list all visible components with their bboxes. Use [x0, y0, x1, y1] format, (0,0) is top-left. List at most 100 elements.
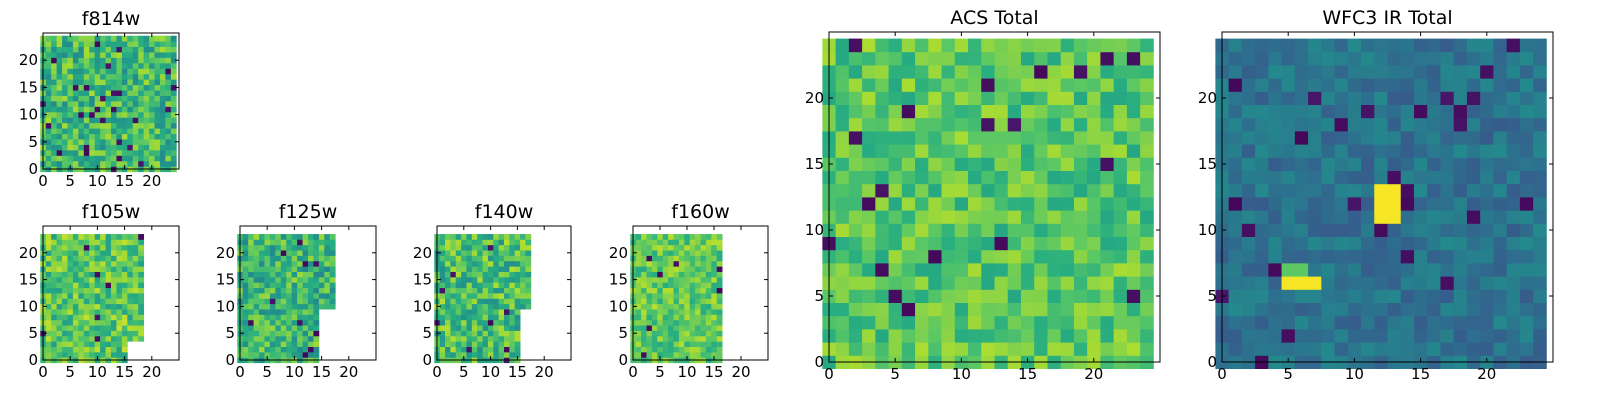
heatmap-cell	[1020, 131, 1035, 145]
heatmap-cell	[509, 319, 516, 326]
heatmap-cell	[1140, 197, 1154, 211]
heatmap-cell	[138, 57, 145, 64]
heatmap-cell	[83, 319, 90, 326]
heatmap-cell	[1113, 210, 1128, 224]
heatmap-cell	[121, 287, 128, 294]
heatmap-cell	[695, 303, 701, 310]
heatmap-cell	[264, 266, 271, 272]
heatmap-cell	[143, 90, 150, 96]
heatmap-cell	[941, 117, 956, 132]
heatmap-cell	[994, 104, 1009, 119]
heatmap-cell	[514, 271, 521, 278]
heatmap-cell	[1268, 117, 1282, 132]
heatmap-cell	[1140, 144, 1154, 158]
heatmap-cell	[264, 239, 271, 246]
heatmap-cell	[1126, 131, 1141, 145]
heatmap-cell	[445, 234, 451, 240]
heatmap-cell	[154, 57, 161, 64]
heatmap-cell	[716, 244, 723, 251]
heatmap-cell	[51, 149, 57, 156]
heatmap-cell	[1047, 38, 1062, 53]
heatmap-cell	[689, 351, 696, 358]
heatmap-cell	[242, 271, 249, 278]
heatmap-cell	[67, 73, 74, 80]
heatmap-cell	[1126, 38, 1141, 53]
heatmap-cell	[941, 104, 956, 119]
heatmap-cell	[302, 282, 309, 289]
heatmap-cell	[1308, 157, 1322, 171]
heatmap-cell	[308, 314, 314, 321]
heatmap-cell	[1361, 104, 1375, 119]
heatmap-cell	[45, 319, 52, 326]
heatmap-cell	[264, 298, 271, 305]
heatmap-cell	[67, 341, 74, 347]
heatmap-cell	[1241, 342, 1256, 356]
heatmap-cell	[1413, 315, 1428, 330]
heatmap-cell	[1140, 65, 1154, 79]
heatmap-cell	[1140, 131, 1154, 145]
heatmap-cell	[297, 266, 303, 272]
heatmap-cell	[641, 314, 647, 321]
heatmap-cell	[329, 298, 336, 305]
heatmap-cell	[520, 244, 526, 251]
heatmap-cell	[100, 351, 106, 358]
heatmap-cell	[928, 104, 942, 119]
heatmap-cell	[45, 239, 52, 246]
heatmap-cell	[286, 325, 293, 331]
heatmap-cell	[111, 101, 117, 107]
heatmap-cell	[51, 73, 57, 80]
heatmap-cell	[121, 293, 128, 299]
heatmap-cell	[1034, 78, 1048, 92]
heatmap-cell	[1281, 210, 1296, 224]
heatmap-cell	[716, 282, 723, 289]
heatmap-cell	[835, 342, 850, 356]
heatmap-cell	[269, 330, 276, 337]
heatmap-cell	[72, 41, 79, 47]
heatmap-cell	[297, 351, 303, 358]
heatmap-cell	[1480, 170, 1494, 185]
heatmap-cell	[1308, 38, 1322, 53]
heatmap-cell	[716, 239, 723, 246]
heatmap-cell	[1347, 78, 1362, 92]
heatmap-cell	[1241, 197, 1256, 211]
heatmap-cell	[318, 287, 325, 294]
heatmap-cell	[264, 335, 271, 342]
heatmap-cell	[121, 319, 128, 326]
heatmap-cell	[72, 139, 79, 145]
heatmap-cell	[1073, 78, 1088, 92]
heatmap-cell	[83, 335, 90, 342]
heatmap-cell	[1480, 329, 1494, 343]
heatmap-cell	[1268, 91, 1282, 105]
heatmap-cell	[466, 330, 473, 337]
heatmap-cell	[248, 314, 254, 321]
heatmap-cell	[1453, 117, 1468, 132]
heatmap-cell	[291, 276, 298, 283]
heatmap-cell	[1034, 104, 1048, 119]
heatmap-cell	[1361, 249, 1375, 264]
heatmap-cell	[132, 73, 139, 80]
heatmap-cell	[1241, 170, 1256, 185]
heatmap-cell	[1020, 78, 1035, 92]
heatmap-cell	[127, 84, 134, 91]
heatmap-cell	[62, 276, 68, 283]
heatmap-cell	[504, 325, 510, 331]
heatmap-cell	[439, 303, 446, 310]
heatmap-cell	[968, 157, 982, 171]
heatmap-cell	[264, 260, 271, 267]
heatmap-cell	[111, 122, 117, 129]
heatmap-cell	[83, 52, 90, 58]
heatmap-cell	[705, 330, 712, 337]
heatmap-cell	[716, 260, 723, 267]
heatmap-cell	[121, 314, 128, 321]
heatmap-cell	[525, 260, 532, 267]
heatmap-cell	[89, 298, 96, 305]
heatmap-cell	[835, 263, 850, 277]
heatmap-cell	[1321, 131, 1335, 145]
heatmap-cell	[525, 239, 532, 246]
heatmap-cell	[641, 276, 647, 283]
heatmap-cell	[1020, 276, 1035, 290]
heatmap-cell	[471, 309, 478, 315]
heatmap-cell	[94, 276, 101, 283]
heatmap-cell	[705, 319, 712, 326]
heatmap-cell	[1268, 329, 1282, 343]
